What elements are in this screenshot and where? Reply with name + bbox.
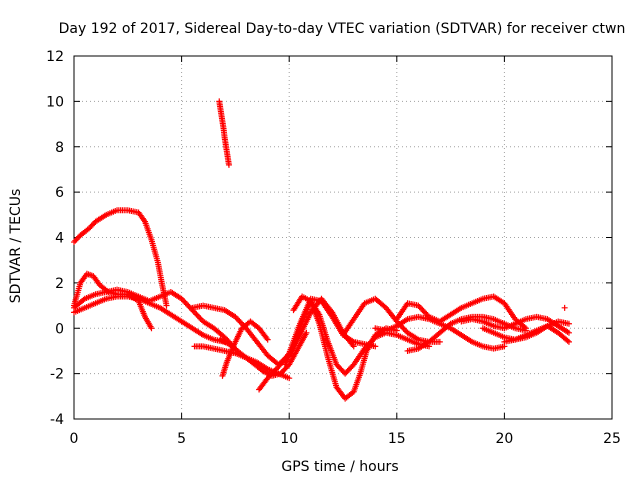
data-point — [564, 337, 571, 344]
y-tick-label: 12 — [46, 49, 64, 65]
data-point — [225, 161, 232, 168]
series-arc-4 — [71, 293, 228, 345]
series-arc-8 — [219, 318, 271, 379]
x-axis-label: GPS time / hours — [281, 459, 398, 475]
series-arc-12 — [340, 295, 443, 345]
data-point — [565, 329, 572, 336]
data-point — [286, 375, 293, 382]
series-arc-9 — [256, 295, 379, 393]
axis-ticks: 0 5 10 15 20 25 -4 -2 0 2 4 6 8 10 12 — [46, 49, 621, 447]
x-tick-label: 15 — [388, 431, 406, 447]
chart-title: Day 192 of 2017, Sidereal Day-to-day VTE… — [59, 21, 626, 37]
x-tick-label: 10 — [280, 431, 298, 447]
y-tick-label: 10 — [46, 94, 64, 110]
data-point — [565, 338, 572, 345]
y-tick-label: 8 — [55, 140, 64, 156]
series-arc-18 — [501, 322, 572, 345]
x-tick-label: 5 — [177, 431, 186, 447]
x-tick-label: 20 — [495, 431, 513, 447]
data-point — [148, 325, 155, 332]
series-isolated — [561, 304, 568, 311]
data-point — [446, 321, 453, 328]
y-tick-label: -2 — [50, 367, 64, 383]
y-tick-label: 2 — [55, 276, 64, 292]
y-tick-label: 6 — [55, 185, 64, 201]
data-point — [163, 302, 170, 309]
series-arc-19 — [216, 98, 232, 168]
data-point — [303, 329, 310, 336]
series-arc-1 — [71, 207, 170, 309]
y-tick-label: 4 — [55, 231, 64, 247]
data-point — [372, 343, 379, 350]
series-arc-6 — [217, 329, 310, 379]
data-point — [80, 296, 87, 303]
y-tick-label: -4 — [50, 412, 64, 428]
data-point — [436, 338, 443, 345]
data-point — [561, 304, 568, 311]
data-points — [71, 98, 572, 402]
y-axis-label: SDTVAR / TECUs — [8, 189, 24, 304]
x-tick-label: 0 — [70, 431, 79, 447]
y-tick-label: 0 — [55, 321, 64, 337]
data-point — [264, 336, 271, 343]
data-point — [565, 320, 572, 327]
x-tick-label: 25 — [603, 431, 621, 447]
